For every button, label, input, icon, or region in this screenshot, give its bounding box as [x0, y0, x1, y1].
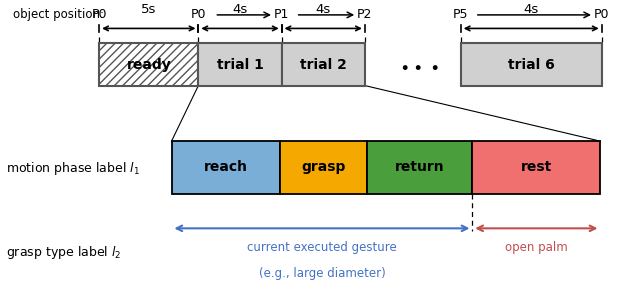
- Text: $\bullet\bullet\bullet$: $\bullet\bullet\bullet$: [399, 57, 439, 75]
- Bar: [280, 141, 367, 194]
- Text: 4s: 4s: [316, 3, 331, 16]
- Bar: [472, 141, 600, 194]
- Text: P1: P1: [274, 8, 289, 21]
- Text: object position:: object position:: [13, 8, 104, 21]
- Text: ready: ready: [127, 57, 171, 72]
- Bar: [367, 141, 472, 194]
- Text: P0: P0: [191, 8, 206, 21]
- Text: current executed gesture: current executed gesture: [247, 241, 397, 254]
- Bar: [461, 43, 602, 85]
- Text: grasp: grasp: [301, 160, 346, 175]
- Text: 4s: 4s: [232, 3, 248, 16]
- Text: P2: P2: [357, 8, 372, 21]
- Bar: [282, 43, 365, 85]
- Text: reach: reach: [204, 160, 248, 175]
- Text: P5: P5: [453, 8, 468, 21]
- Bar: [172, 141, 280, 194]
- Text: P0: P0: [92, 8, 107, 21]
- Bar: [198, 43, 282, 85]
- Text: return: return: [395, 160, 444, 175]
- Text: grasp type label $l_2$: grasp type label $l_2$: [6, 244, 122, 261]
- Bar: [99, 43, 198, 85]
- Text: motion phase label $l_1$: motion phase label $l_1$: [6, 160, 140, 177]
- Text: rest: rest: [521, 160, 552, 175]
- Text: P0: P0: [594, 8, 609, 21]
- Text: 5s: 5s: [141, 3, 156, 16]
- Text: (e.g., large diameter): (e.g., large diameter): [259, 267, 385, 280]
- Text: trial 6: trial 6: [508, 57, 555, 72]
- Text: open palm: open palm: [505, 241, 568, 254]
- Text: 4s: 4s: [524, 3, 539, 16]
- Text: trial 1: trial 1: [216, 57, 264, 72]
- Text: trial 2: trial 2: [300, 57, 347, 72]
